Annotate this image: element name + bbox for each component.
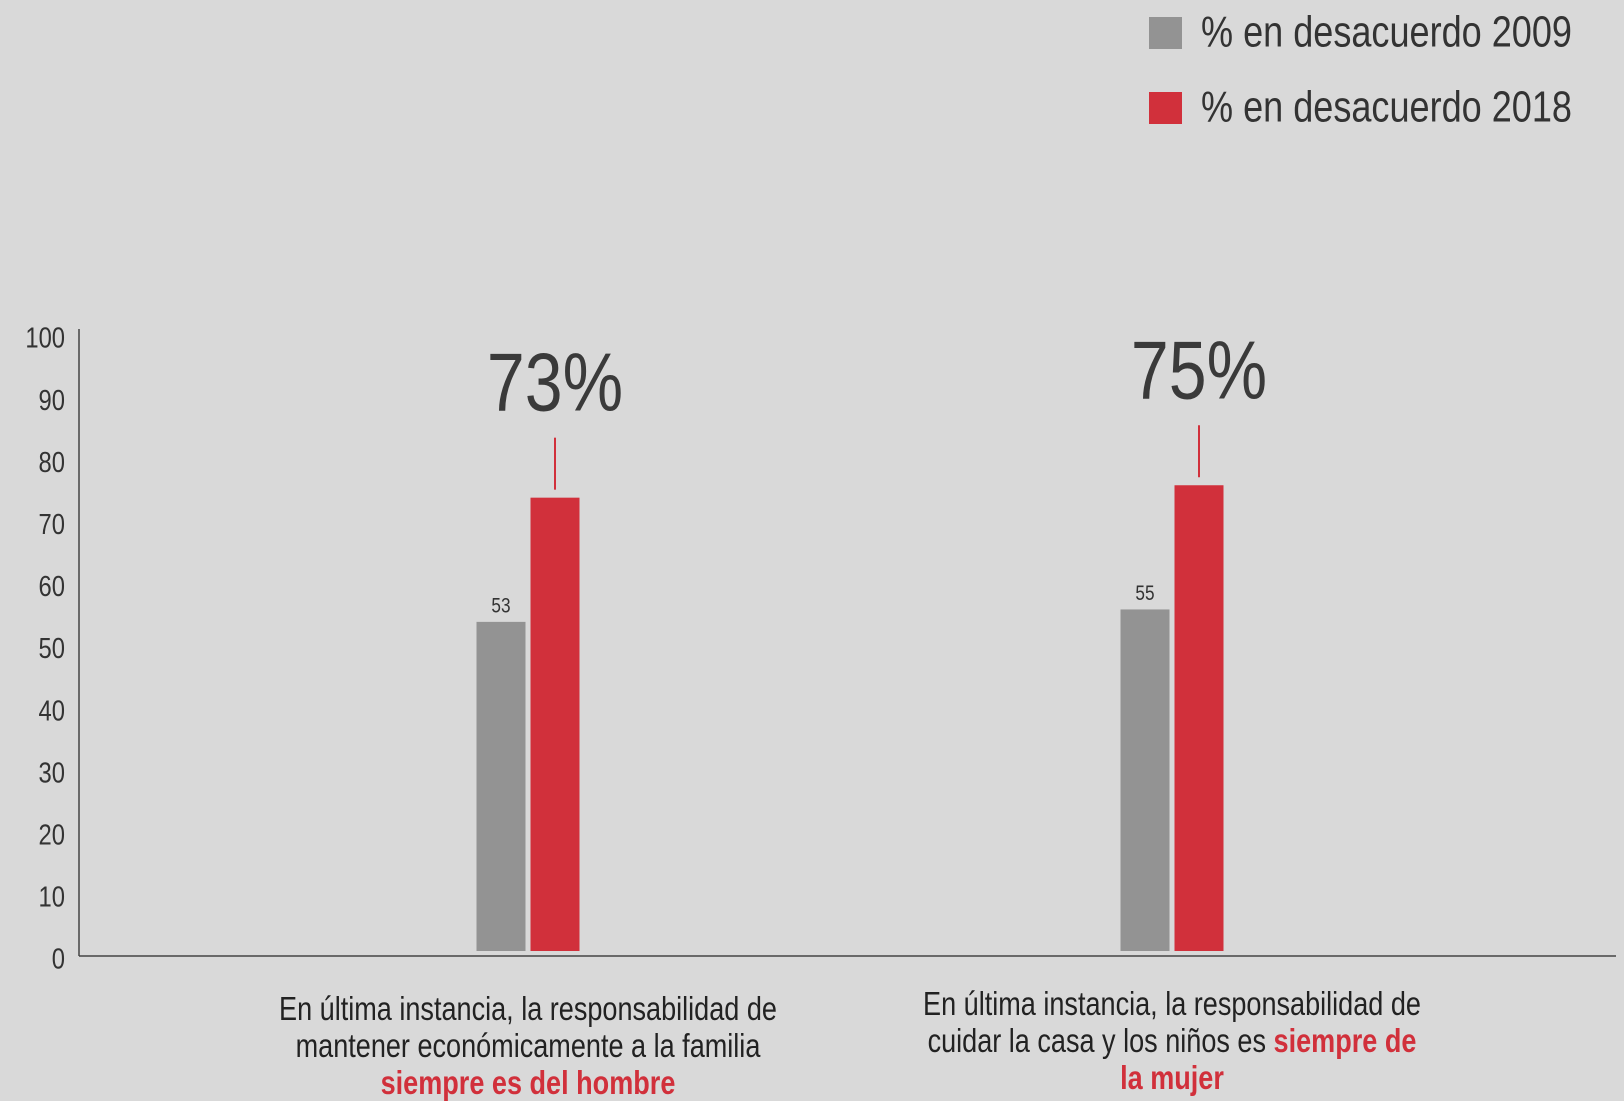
value-label: 73%	[487, 336, 623, 429]
x-tick-label: En última instancia, la responsabilidad …	[262, 990, 795, 1101]
y-tick-label: 60	[39, 570, 65, 603]
y-tick-label: 30	[39, 756, 65, 789]
y-tick-label: 20	[39, 818, 65, 851]
bar	[530, 497, 580, 951]
value-label: 75%	[1131, 324, 1267, 417]
y-tick-label: 80	[39, 446, 65, 479]
bar	[1174, 485, 1224, 951]
y-tick-label: 0	[52, 942, 65, 975]
bar	[476, 621, 526, 951]
y-tick-label: 90	[39, 384, 65, 417]
legend-label: % en desacuerdo 2018	[1201, 82, 1572, 131]
y-tick-label: 50	[39, 632, 65, 665]
x-tick-label: En última instancia, la responsabili­dad…	[922, 985, 1422, 1096]
y-tick-label: 70	[39, 508, 65, 541]
legend-swatch	[1149, 92, 1182, 124]
y-tick-label: 100	[25, 321, 65, 354]
legend-swatch	[1149, 17, 1182, 49]
category-emphasis: siempre de la mujer	[1120, 1022, 1417, 1096]
category-text: En última instancia, la responsabilidad …	[279, 990, 777, 1064]
value-label: 55	[1135, 583, 1154, 606]
y-tick-label: 10	[39, 880, 65, 913]
y-tick-label: 40	[39, 694, 65, 727]
category-emphasis: siempre es del hombre	[380, 1064, 676, 1101]
bar	[1120, 609, 1170, 951]
value-label: 53	[491, 595, 510, 618]
category-text: En última instancia, la responsabili­dad…	[923, 985, 1421, 1059]
legend-label: % en desacuerdo 2009	[1201, 7, 1572, 56]
